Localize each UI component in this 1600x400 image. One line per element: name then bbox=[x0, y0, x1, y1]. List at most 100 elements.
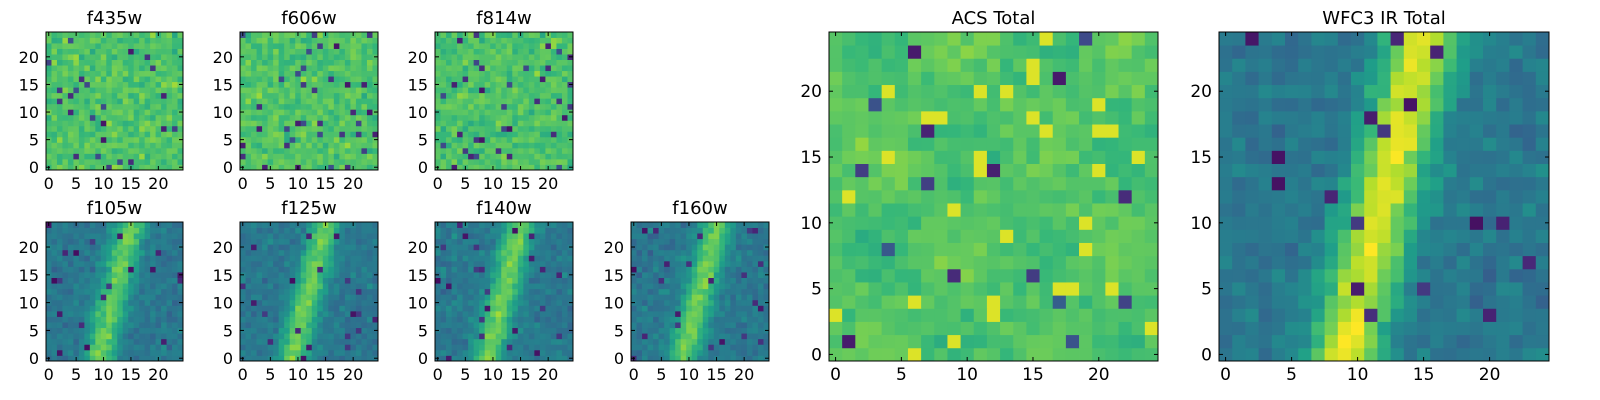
heatmap-cell bbox=[278, 153, 285, 160]
heatmap-cell bbox=[462, 98, 469, 105]
heatmap-cell bbox=[512, 153, 519, 160]
heatmap-cell bbox=[62, 54, 69, 60]
heatmap-cell bbox=[273, 349, 280, 356]
heatmap-cell bbox=[440, 288, 447, 295]
heatmap-cell bbox=[317, 87, 324, 94]
heatmap-cell bbox=[539, 244, 546, 251]
heatmap-cell bbox=[490, 120, 497, 127]
heatmap-cell bbox=[251, 349, 257, 356]
heatmap-cell bbox=[647, 283, 654, 290]
x-tick-label: 20 bbox=[343, 174, 363, 193]
heatmap-cell bbox=[256, 59, 263, 66]
heatmap-cell bbox=[702, 333, 709, 340]
heatmap-cell bbox=[506, 283, 513, 290]
heatmap-cell bbox=[366, 294, 373, 301]
heatmap-cell bbox=[111, 349, 118, 356]
heatmap-cell bbox=[435, 153, 441, 160]
heatmap-cell bbox=[240, 158, 246, 165]
heatmap-cell bbox=[691, 233, 698, 240]
heatmap-cell bbox=[495, 249, 502, 256]
heatmap-cell bbox=[631, 233, 637, 240]
heatmap-cell bbox=[752, 266, 759, 273]
heatmap-cell bbox=[144, 249, 151, 256]
heatmap-cell bbox=[245, 48, 252, 55]
heatmap-cell bbox=[986, 242, 1001, 257]
heatmap-cell bbox=[278, 37, 285, 44]
heatmap-cell bbox=[100, 249, 107, 256]
heatmap-cell bbox=[139, 277, 146, 284]
heatmap-cell bbox=[78, 125, 85, 132]
heatmap-cell bbox=[517, 147, 524, 154]
heatmap-cell bbox=[111, 272, 118, 278]
heatmap-cell bbox=[240, 59, 246, 66]
heatmap-cell bbox=[881, 268, 896, 283]
heatmap-cell bbox=[350, 294, 357, 301]
heatmap-cell bbox=[691, 244, 698, 251]
heatmap-cell bbox=[355, 65, 362, 72]
heatmap-cell bbox=[680, 322, 687, 329]
heatmap-cell bbox=[355, 283, 362, 290]
heatmap-cell bbox=[267, 103, 274, 110]
heatmap-cell bbox=[506, 222, 513, 228]
heatmap-cell bbox=[691, 255, 698, 262]
heatmap-cell bbox=[256, 87, 263, 94]
heatmap-cell bbox=[245, 92, 252, 99]
heatmap-cell bbox=[62, 233, 69, 240]
heatmap-cell bbox=[473, 147, 480, 154]
heatmap-cell bbox=[111, 305, 118, 312]
heatmap-cell bbox=[333, 238, 340, 245]
heatmap-cell bbox=[484, 87, 491, 94]
heatmap-cell bbox=[139, 316, 146, 323]
heatmap-cell bbox=[256, 158, 263, 165]
heatmap-cell bbox=[1079, 203, 1093, 217]
heatmap-cell bbox=[702, 294, 709, 301]
heatmap-cell bbox=[139, 305, 146, 312]
heatmap-cell bbox=[484, 233, 491, 240]
heatmap-cell bbox=[506, 125, 513, 132]
heatmap-cell bbox=[300, 98, 307, 105]
heatmap-cell bbox=[658, 349, 665, 356]
heatmap-cell bbox=[111, 142, 118, 149]
heatmap-cell bbox=[473, 238, 480, 245]
heatmap-cell bbox=[161, 338, 167, 345]
heatmap-cell bbox=[501, 288, 508, 295]
heatmap-cell bbox=[106, 255, 113, 262]
chart-title: f105w bbox=[87, 198, 142, 219]
heatmap-cell bbox=[100, 125, 107, 132]
heatmap-cell bbox=[300, 43, 307, 49]
heatmap-cell bbox=[528, 272, 535, 278]
heatmap-cell bbox=[122, 222, 129, 228]
heatmap-cell bbox=[339, 125, 346, 132]
heatmap-cell bbox=[653, 238, 659, 245]
heatmap-cell bbox=[523, 249, 530, 256]
heatmap-cell bbox=[139, 153, 146, 160]
heatmap-cell bbox=[550, 54, 557, 60]
heatmap-cell bbox=[78, 316, 85, 323]
heatmap-cell bbox=[719, 283, 726, 290]
heatmap-cell bbox=[457, 54, 463, 60]
heatmap-cell bbox=[490, 227, 497, 234]
heatmap-cell bbox=[267, 81, 274, 88]
heatmap-cell bbox=[868, 347, 883, 362]
heatmap-cell bbox=[133, 244, 140, 251]
heatmap-cell bbox=[479, 333, 486, 340]
heatmap-cell bbox=[51, 65, 58, 72]
heatmap-cell bbox=[306, 114, 313, 121]
heatmap-cell bbox=[517, 238, 524, 245]
heatmap-cell bbox=[713, 272, 720, 278]
y-tick-label: 0 bbox=[29, 349, 39, 368]
heatmap-cell bbox=[322, 136, 329, 143]
heatmap-cell bbox=[284, 120, 291, 127]
heatmap-cell bbox=[311, 87, 318, 94]
heatmap-cell bbox=[89, 158, 96, 165]
heatmap-cell bbox=[947, 189, 961, 204]
heatmap-cell bbox=[763, 288, 770, 295]
heatmap-cell bbox=[284, 249, 291, 256]
heatmap-cell bbox=[100, 109, 107, 116]
heatmap-cell bbox=[311, 103, 318, 110]
heatmap-cell bbox=[267, 283, 274, 290]
heatmap-cell bbox=[89, 142, 96, 149]
heatmap-cell bbox=[664, 283, 671, 290]
heatmap-cell bbox=[172, 355, 178, 362]
heatmap-cell bbox=[150, 333, 156, 340]
